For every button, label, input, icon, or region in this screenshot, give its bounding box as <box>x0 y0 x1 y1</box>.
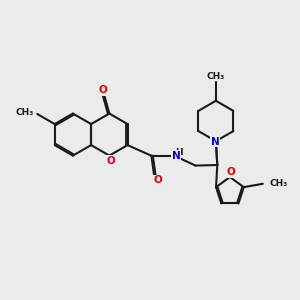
Text: O: O <box>153 175 162 185</box>
Text: CH₃: CH₃ <box>269 179 287 188</box>
Text: H: H <box>176 148 183 157</box>
Text: N: N <box>211 137 220 147</box>
Text: N: N <box>172 151 180 161</box>
Text: O: O <box>98 85 107 95</box>
Text: CH₃: CH₃ <box>207 72 225 81</box>
Text: O: O <box>106 156 115 166</box>
Text: CH₃: CH₃ <box>16 108 34 117</box>
Text: O: O <box>227 167 236 177</box>
